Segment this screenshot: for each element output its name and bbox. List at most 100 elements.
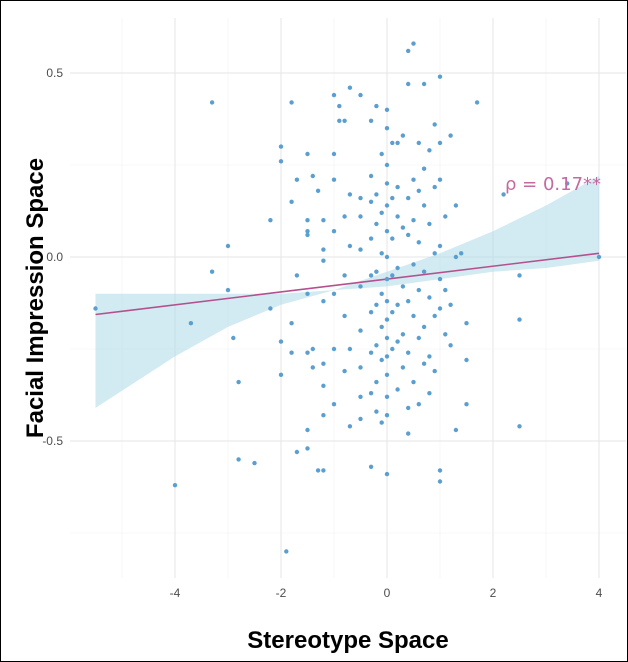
data-point — [427, 295, 432, 300]
data-point — [358, 328, 363, 333]
data-point — [390, 310, 395, 315]
x-axis-title: Stereotype Space — [247, 627, 448, 654]
data-point — [443, 287, 448, 293]
data-point — [517, 273, 522, 278]
data-point — [236, 457, 241, 462]
data-point — [432, 122, 437, 127]
data-point — [379, 420, 384, 425]
data-point — [432, 251, 437, 256]
data-point — [384, 394, 390, 399]
data-point — [411, 379, 416, 385]
data-point — [374, 302, 379, 307]
data-point — [565, 181, 570, 186]
data-point — [464, 402, 469, 407]
data-point — [416, 140, 421, 146]
data-point — [448, 302, 453, 307]
data-point — [379, 324, 384, 330]
y-tick-labels: -0.5 0.0 0.5 — [42, 66, 63, 448]
data-point — [517, 424, 522, 429]
x-tick-label: -4 — [170, 586, 181, 600]
data-point — [289, 199, 294, 204]
data-point — [368, 173, 374, 179]
data-point — [236, 379, 241, 385]
data-point — [384, 126, 390, 131]
data-point — [400, 133, 406, 138]
data-point — [188, 321, 194, 326]
data-point — [384, 354, 390, 359]
data-point — [305, 350, 310, 355]
data-point — [406, 431, 411, 436]
data-point — [406, 48, 411, 54]
data-point — [596, 254, 602, 260]
data-point — [358, 394, 363, 399]
data-point — [384, 413, 390, 418]
data-point — [437, 140, 443, 146]
data-point — [374, 343, 379, 348]
data-point — [368, 464, 374, 469]
y-tick-label: -0.5 — [42, 434, 63, 448]
data-point — [315, 468, 321, 473]
confidence-band-group — [95, 176, 599, 408]
data-point — [437, 306, 443, 311]
y-tick-label: 0.0 — [46, 250, 63, 264]
data-point — [453, 203, 459, 208]
data-point — [421, 203, 427, 208]
data-point — [368, 391, 374, 396]
data-point — [432, 184, 437, 190]
data-point — [400, 365, 406, 370]
data-point — [225, 287, 231, 293]
data-point — [315, 188, 321, 193]
data-point — [331, 92, 337, 98]
data-point — [379, 210, 384, 215]
data-point — [358, 247, 363, 252]
data-point — [305, 229, 310, 234]
data-point — [400, 225, 406, 230]
data-point — [453, 254, 459, 260]
data-point — [305, 446, 310, 451]
data-point — [321, 468, 326, 473]
x-tick-labels: -4 -2 0 2 4 — [170, 586, 603, 600]
data-point — [395, 140, 400, 146]
data-point — [321, 383, 326, 388]
data-point — [379, 357, 384, 363]
regression-line — [95, 252, 600, 316]
regression-line-group — [95, 252, 600, 316]
data-point — [432, 313, 437, 319]
data-point — [390, 273, 395, 278]
data-point — [474, 100, 480, 105]
data-point — [406, 299, 411, 304]
data-point — [464, 321, 469, 326]
data-point — [390, 140, 395, 146]
data-point — [331, 346, 337, 352]
data-point — [464, 357, 469, 363]
data-point — [448, 133, 453, 138]
data-point — [384, 317, 390, 322]
data-point — [437, 177, 443, 182]
data-point — [331, 151, 337, 157]
data-point — [390, 236, 395, 241]
data-point — [289, 100, 294, 105]
data-point — [459, 251, 464, 256]
data-point — [321, 218, 326, 223]
data-point — [368, 199, 374, 204]
data-point — [400, 284, 406, 289]
data-point — [321, 247, 326, 252]
data-point — [225, 243, 231, 249]
data-point — [268, 306, 273, 311]
data-point — [416, 335, 421, 341]
data-point — [342, 273, 347, 278]
data-point — [358, 284, 363, 289]
data-point — [437, 74, 443, 79]
data-point — [427, 354, 432, 359]
data-point — [278, 159, 284, 164]
data-point — [289, 350, 294, 355]
data-point — [374, 269, 379, 274]
data-point — [501, 192, 506, 197]
data-point — [305, 151, 310, 157]
data-point — [321, 258, 326, 263]
data-point — [384, 229, 390, 234]
data-point — [374, 103, 379, 109]
data-point — [347, 346, 353, 352]
data-point — [406, 350, 411, 355]
data-point — [384, 372, 390, 377]
